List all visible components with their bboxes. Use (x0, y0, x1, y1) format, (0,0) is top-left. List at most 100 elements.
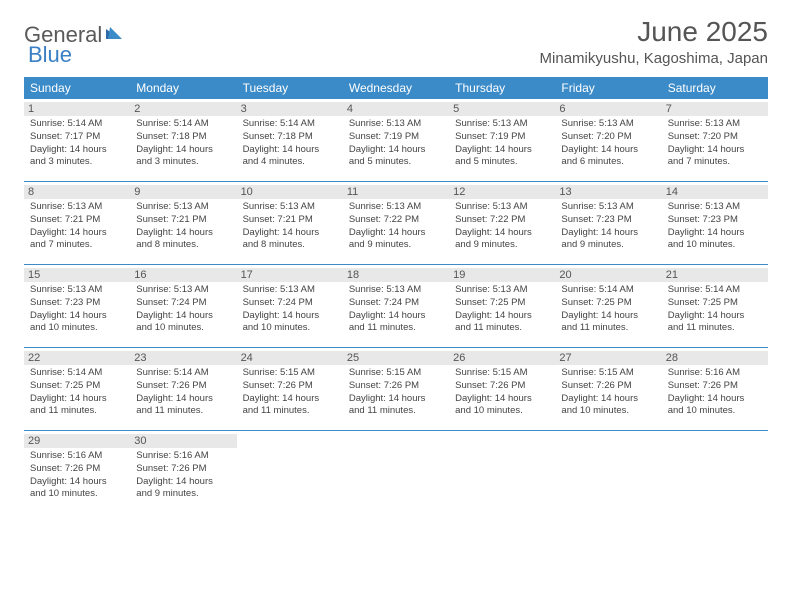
week-row: 1Sunrise: 5:14 AMSunset: 7:17 PMDaylight… (24, 99, 768, 182)
sunset-text: Sunset: 7:21 PM (243, 214, 337, 227)
day-number: 11 (343, 185, 449, 199)
daylight-text: Daylight: 14 hours (30, 310, 124, 323)
daylight-text: Daylight: 14 hours (30, 476, 124, 489)
daylight-text: Daylight: 14 hours (136, 393, 230, 406)
sunset-text: Sunset: 7:19 PM (455, 131, 549, 144)
weekday-sunday: Sunday (24, 77, 130, 99)
daylight-text: and 8 minutes. (136, 239, 230, 252)
day-number: 18 (343, 268, 449, 282)
daylight-text: and 7 minutes. (30, 239, 124, 252)
sunrise-text: Sunrise: 5:15 AM (561, 367, 655, 380)
sunset-text: Sunset: 7:24 PM (136, 297, 230, 310)
sunset-text: Sunset: 7:18 PM (136, 131, 230, 144)
day-cell: 13Sunrise: 5:13 AMSunset: 7:23 PMDayligh… (555, 182, 661, 264)
sunrise-text: Sunrise: 5:13 AM (349, 118, 443, 131)
sunrise-text: Sunrise: 5:14 AM (136, 367, 230, 380)
daylight-text: and 4 minutes. (243, 156, 337, 169)
daylight-text: Daylight: 14 hours (455, 227, 549, 240)
day-cell: . (343, 431, 449, 513)
sunset-text: Sunset: 7:25 PM (30, 380, 124, 393)
sunrise-text: Sunrise: 5:13 AM (668, 118, 762, 131)
daylight-text: and 10 minutes. (455, 405, 549, 418)
sunrise-text: Sunrise: 5:13 AM (243, 284, 337, 297)
sunset-text: Sunset: 7:23 PM (561, 214, 655, 227)
daylight-text: Daylight: 14 hours (561, 310, 655, 323)
daylight-text: Daylight: 14 hours (136, 144, 230, 157)
sunrise-text: Sunrise: 5:16 AM (668, 367, 762, 380)
sunset-text: Sunset: 7:26 PM (136, 380, 230, 393)
day-cell: 10Sunrise: 5:13 AMSunset: 7:21 PMDayligh… (237, 182, 343, 264)
logo-flag-icon (106, 25, 126, 46)
sunrise-text: Sunrise: 5:13 AM (561, 201, 655, 214)
day-number: 6 (555, 102, 661, 116)
sunrise-text: Sunrise: 5:14 AM (30, 367, 124, 380)
sunrise-text: Sunrise: 5:15 AM (243, 367, 337, 380)
sunset-text: Sunset: 7:25 PM (668, 297, 762, 310)
sunset-text: Sunset: 7:23 PM (668, 214, 762, 227)
daylight-text: and 7 minutes. (668, 156, 762, 169)
day-cell: 3Sunrise: 5:14 AMSunset: 7:18 PMDaylight… (237, 99, 343, 181)
day-cell: 22Sunrise: 5:14 AMSunset: 7:25 PMDayligh… (24, 348, 130, 430)
daylight-text: and 6 minutes. (561, 156, 655, 169)
daylight-text: and 10 minutes. (561, 405, 655, 418)
sunrise-text: Sunrise: 5:14 AM (668, 284, 762, 297)
week-row: 15Sunrise: 5:13 AMSunset: 7:23 PMDayligh… (24, 265, 768, 348)
daylight-text: Daylight: 14 hours (30, 227, 124, 240)
sunrise-text: Sunrise: 5:13 AM (668, 201, 762, 214)
sunset-text: Sunset: 7:26 PM (136, 463, 230, 476)
week-row: 8Sunrise: 5:13 AMSunset: 7:21 PMDaylight… (24, 182, 768, 265)
day-number: 26 (449, 351, 555, 365)
day-cell: 21Sunrise: 5:14 AMSunset: 7:25 PMDayligh… (662, 265, 768, 347)
daylight-text: and 9 minutes. (136, 488, 230, 501)
sunrise-text: Sunrise: 5:13 AM (136, 201, 230, 214)
day-cell: 2Sunrise: 5:14 AMSunset: 7:18 PMDaylight… (130, 99, 236, 181)
week-row: 22Sunrise: 5:14 AMSunset: 7:25 PMDayligh… (24, 348, 768, 431)
daylight-text: Daylight: 14 hours (243, 310, 337, 323)
sunrise-text: Sunrise: 5:16 AM (136, 450, 230, 463)
sunrise-text: Sunrise: 5:13 AM (243, 201, 337, 214)
day-cell: . (555, 431, 661, 513)
sunrise-text: Sunrise: 5:14 AM (561, 284, 655, 297)
day-number: 3 (237, 102, 343, 116)
day-cell: 8Sunrise: 5:13 AMSunset: 7:21 PMDaylight… (24, 182, 130, 264)
day-number: 19 (449, 268, 555, 282)
sunset-text: Sunset: 7:26 PM (455, 380, 549, 393)
sunset-text: Sunset: 7:25 PM (561, 297, 655, 310)
day-number: 10 (237, 185, 343, 199)
daylight-text: and 11 minutes. (349, 322, 443, 335)
day-cell: 30Sunrise: 5:16 AMSunset: 7:26 PMDayligh… (130, 431, 236, 513)
day-number: 1 (24, 102, 130, 116)
daylight-text: Daylight: 14 hours (349, 227, 443, 240)
daylight-text: Daylight: 14 hours (349, 310, 443, 323)
daylight-text: and 10 minutes. (30, 322, 124, 335)
daylight-text: and 9 minutes. (561, 239, 655, 252)
logo-sub: Blue (28, 42, 72, 68)
daylight-text: Daylight: 14 hours (561, 227, 655, 240)
daylight-text: and 5 minutes. (455, 156, 549, 169)
sunrise-text: Sunrise: 5:15 AM (455, 367, 549, 380)
sunset-text: Sunset: 7:26 PM (349, 380, 443, 393)
daylight-text: Daylight: 14 hours (455, 144, 549, 157)
daylight-text: and 11 minutes. (136, 405, 230, 418)
daylight-text: Daylight: 14 hours (455, 393, 549, 406)
sunset-text: Sunset: 7:21 PM (30, 214, 124, 227)
sunset-text: Sunset: 7:22 PM (349, 214, 443, 227)
daylight-text: and 9 minutes. (349, 239, 443, 252)
daylight-text: and 11 minutes. (668, 322, 762, 335)
daylight-text: and 5 minutes. (349, 156, 443, 169)
day-cell: 4Sunrise: 5:13 AMSunset: 7:19 PMDaylight… (343, 99, 449, 181)
sunset-text: Sunset: 7:26 PM (561, 380, 655, 393)
day-number: 17 (237, 268, 343, 282)
sunrise-text: Sunrise: 5:13 AM (455, 118, 549, 131)
daylight-text: Daylight: 14 hours (30, 393, 124, 406)
sunset-text: Sunset: 7:20 PM (668, 131, 762, 144)
daylight-text: and 8 minutes. (243, 239, 337, 252)
day-number: 29 (24, 434, 130, 448)
daylight-text: Daylight: 14 hours (136, 476, 230, 489)
daylight-text: Daylight: 14 hours (561, 393, 655, 406)
daylight-text: Daylight: 14 hours (349, 393, 443, 406)
sunset-text: Sunset: 7:25 PM (455, 297, 549, 310)
month-title: June 2025 (540, 16, 768, 48)
sunrise-text: Sunrise: 5:13 AM (30, 284, 124, 297)
day-number: 21 (662, 268, 768, 282)
